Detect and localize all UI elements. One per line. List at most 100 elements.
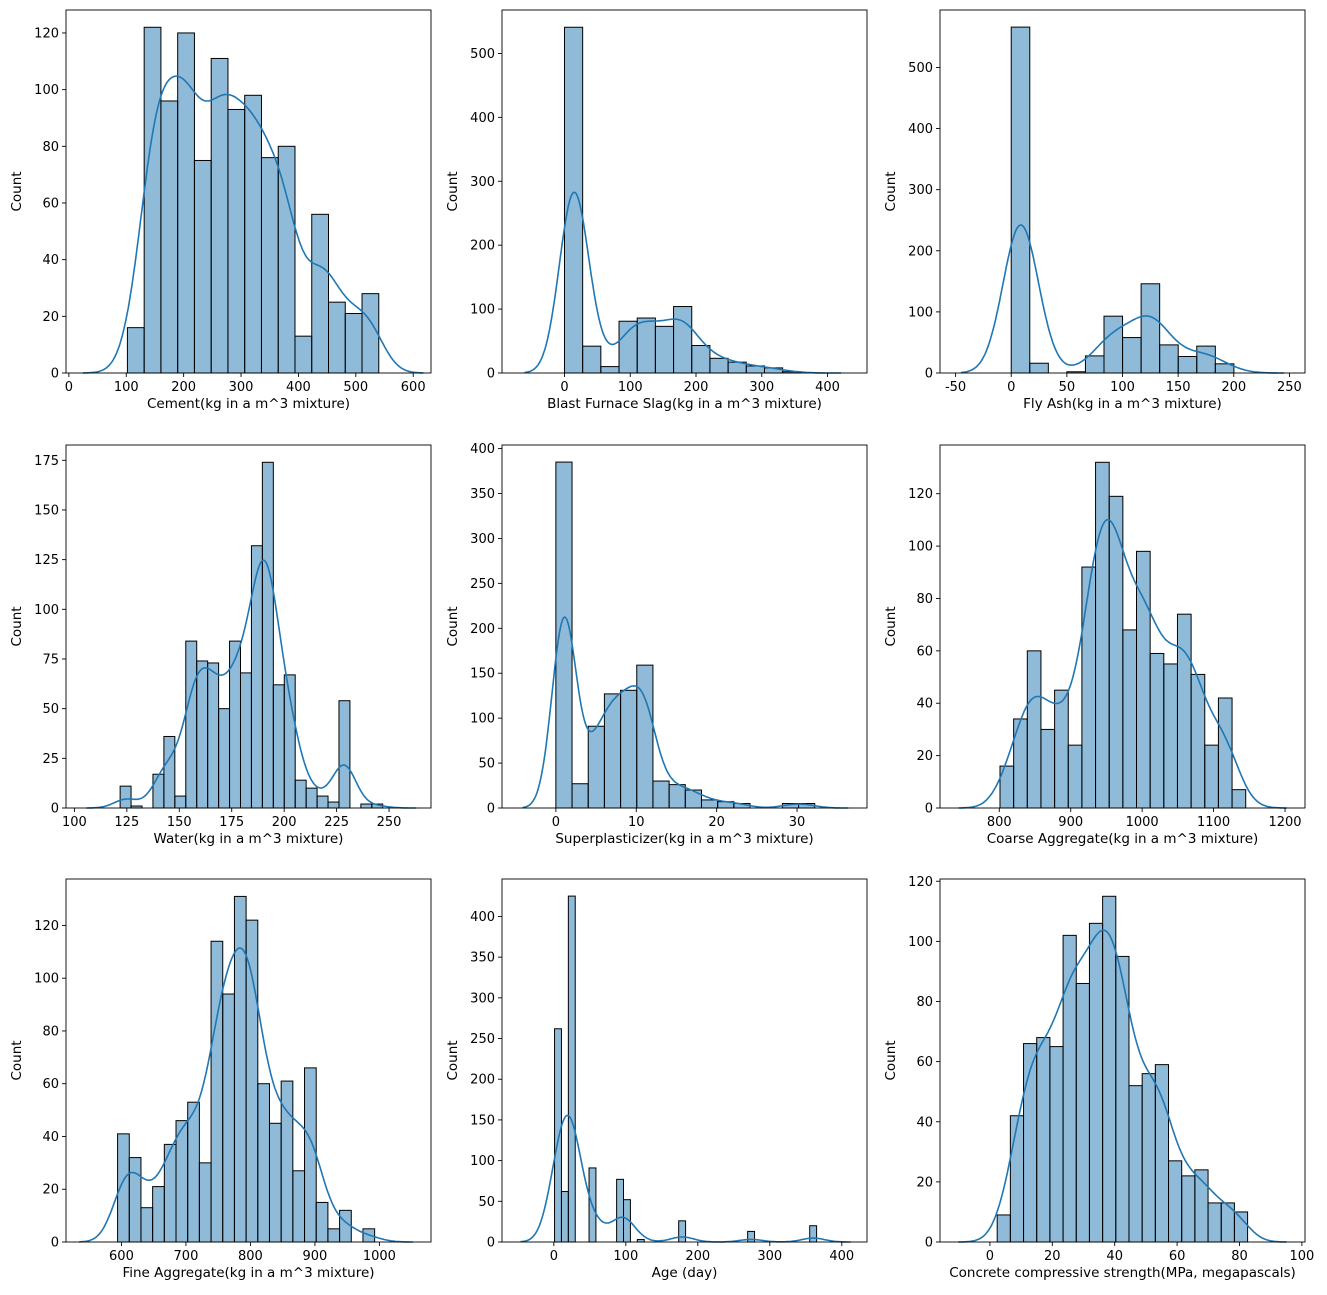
x-tick-label: 900	[303, 1249, 328, 1264]
y-axis-label: Count	[9, 171, 25, 211]
histogram-bar	[620, 689, 638, 809]
y-tick-label: 350	[470, 951, 495, 966]
histogram-bar	[1049, 1046, 1064, 1243]
y-tick-label: 50	[478, 757, 495, 772]
x-tick-label: 250	[377, 815, 402, 830]
histogram-bar	[1149, 652, 1165, 809]
x-tick-label: 125	[114, 815, 139, 830]
histogram-bar	[163, 735, 176, 809]
y-tick-label: 0	[925, 367, 933, 382]
y-tick-label: 100	[908, 305, 933, 320]
x-tick-label: 800	[238, 1249, 263, 1264]
histogram-bar	[304, 1067, 317, 1243]
y-tick-label: 0	[487, 802, 495, 817]
x-tick-label: 200	[272, 815, 297, 830]
histogram-bar	[1084, 355, 1105, 374]
histogram-bar	[1054, 689, 1069, 809]
y-tick-label: 150	[470, 667, 495, 682]
x-tick-label: 200	[684, 380, 709, 395]
y-axis-label: Count	[9, 606, 25, 646]
histogram-bar	[700, 799, 719, 809]
histogram-bar	[616, 1178, 625, 1243]
x-tick-label: 0	[552, 815, 560, 830]
histogram-bar	[996, 1214, 1011, 1243]
histogram-bar	[1159, 344, 1179, 374]
y-tick-label: 60	[916, 644, 933, 659]
x-tick-label: 400	[286, 380, 311, 395]
x-tick-label: 300	[749, 380, 774, 395]
histogram-bar	[198, 1162, 212, 1243]
histogram-bar	[1141, 1073, 1156, 1243]
y-tick-label: 60	[42, 196, 59, 211]
histogram-bar	[1075, 982, 1090, 1243]
histogram-bar	[344, 312, 363, 374]
histogram-bar	[294, 335, 313, 374]
histogram-bar	[1088, 922, 1104, 1243]
histogram-bar	[668, 784, 686, 809]
histogram-bar	[1095, 461, 1110, 809]
y-tick-label: 150	[470, 1113, 495, 1128]
histogram-bar	[174, 795, 187, 809]
histogram-bar	[250, 545, 263, 809]
histogram-bar	[328, 301, 346, 374]
subplot-5: 0 10 20 30050100150200250300350400Superplas…	[445, 442, 868, 847]
y-tick-label: 80	[42, 1024, 59, 1039]
y-tick-label: 0	[487, 1236, 495, 1251]
x-tick-label: 80	[1231, 1249, 1248, 1264]
axes-frame	[65, 444, 432, 809]
y-tick-label: 400	[908, 122, 933, 137]
histogram-bar	[160, 100, 179, 374]
x-tick-label: 150	[1166, 380, 1191, 395]
histogram-bar	[277, 145, 296, 374]
histogram-bar	[571, 783, 589, 809]
x-tick-label: 20	[708, 815, 725, 830]
histogram-bar	[636, 664, 654, 809]
histogram-bar	[207, 662, 220, 809]
histogram-bar	[654, 325, 675, 374]
x-tick-label: 150	[167, 815, 192, 830]
histogram-bar	[1081, 566, 1097, 809]
y-tick-label: 175	[34, 454, 59, 469]
histogram-bar	[673, 306, 693, 374]
y-tick-label: 60	[916, 1055, 933, 1070]
y-tick-label: 40	[42, 253, 59, 268]
kde-curve	[958, 518, 1287, 809]
histogram-bar	[245, 919, 259, 1243]
y-tick-label: 25	[42, 752, 59, 767]
y-tick-label: 40	[916, 1115, 933, 1130]
y-tick-label: 100	[470, 712, 495, 727]
x-tick-label: 800	[987, 815, 1012, 830]
subplot-7: 600 700 800 900 1000 0 20 40 60 80 100 120 Fine Aggr…	[9, 878, 432, 1281]
y-axis-label: Count	[883, 1040, 899, 1080]
y-axis-label: Count	[883, 606, 899, 646]
x-axis-label: Fly Ash(kg in a m^3 mixture)	[1023, 396, 1222, 412]
x-tick-label: 0	[65, 380, 73, 395]
histogram-bar	[1067, 744, 1083, 809]
subplot-3: -50 0 50 100 150 200 250 0 100 200 300 400 500 Fly As…	[883, 9, 1306, 412]
y-tick-label: 0	[925, 1236, 933, 1251]
x-tick-label: 200	[685, 1249, 710, 1264]
histogram-bar	[260, 157, 279, 374]
x-tick-label: 1100	[1197, 815, 1230, 830]
x-tick-label: 225	[324, 815, 349, 830]
histogram-bar	[560, 1191, 569, 1243]
histogram-bar	[1122, 629, 1138, 809]
y-tick-label: 150	[34, 503, 59, 518]
histogram-bar	[1207, 1202, 1222, 1243]
histogram-bar	[272, 684, 285, 809]
histogram-bar	[1036, 1037, 1051, 1243]
histogram-bar	[1196, 345, 1216, 374]
histogram-bar	[305, 787, 318, 809]
y-tick-label: 200	[470, 239, 495, 254]
x-tick-label: 50	[1059, 380, 1076, 395]
y-tick-label: 0	[51, 1236, 59, 1251]
histogram-bar	[1163, 663, 1178, 809]
histogram-bar	[582, 345, 602, 374]
x-tick-label: 300	[757, 1249, 782, 1264]
axes-frame	[65, 878, 432, 1243]
y-tick-label: 120	[34, 919, 59, 934]
histogram-bar	[244, 94, 262, 374]
kde-curve	[524, 191, 841, 374]
y-tick-label: 120	[34, 26, 59, 41]
x-tick-label: -50	[945, 380, 966, 395]
